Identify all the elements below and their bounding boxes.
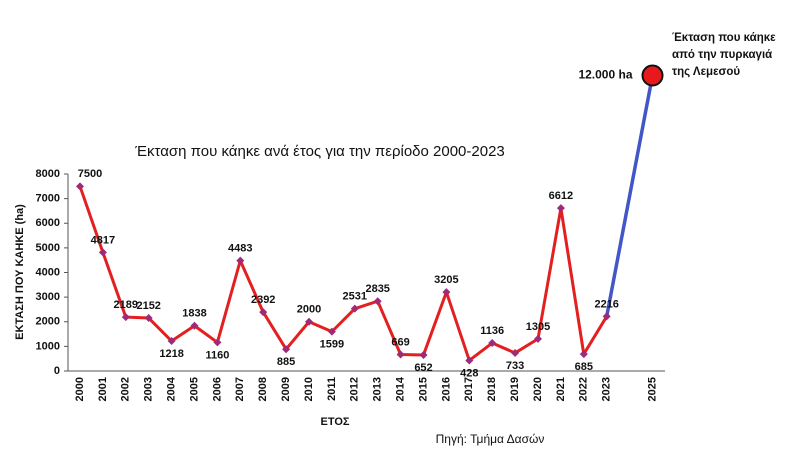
marker bbox=[350, 304, 359, 313]
data-label: 1218 bbox=[159, 348, 183, 360]
x-tick-label: 2001 bbox=[97, 377, 109, 401]
marker bbox=[144, 314, 153, 323]
x-tick-label: 2021 bbox=[555, 377, 567, 401]
x-tick-label: 2002 bbox=[120, 377, 132, 401]
x-tick-label: 2004 bbox=[166, 376, 178, 401]
marker bbox=[419, 350, 428, 359]
data-label: 2531 bbox=[343, 291, 367, 303]
x-tick-label: 2000 bbox=[74, 377, 86, 401]
marker bbox=[465, 356, 474, 365]
data-label: 3205 bbox=[434, 274, 458, 286]
marker bbox=[556, 204, 565, 213]
x-tick-label: 2020 bbox=[532, 377, 544, 401]
data-label: 885 bbox=[277, 356, 295, 368]
data-label: 1599 bbox=[320, 339, 344, 351]
marker bbox=[511, 348, 520, 357]
x-tick-label: 2014 bbox=[395, 376, 407, 401]
data-label: 733 bbox=[506, 360, 524, 372]
x-axis-label: ΕΤΟΣ bbox=[320, 416, 349, 428]
marker bbox=[534, 334, 542, 343]
x-tick-label: 2005 bbox=[188, 377, 200, 401]
marker bbox=[373, 297, 382, 306]
x-tick-label: 2010 bbox=[303, 377, 315, 401]
x-tick-label: 2011 bbox=[326, 377, 338, 401]
marker bbox=[282, 345, 291, 354]
marker bbox=[121, 313, 130, 322]
marker bbox=[327, 327, 336, 336]
data-label: 1136 bbox=[480, 325, 504, 337]
marker bbox=[76, 182, 84, 191]
data-label: 669 bbox=[391, 336, 409, 348]
marker bbox=[396, 350, 405, 359]
y-tick-label: 1000 bbox=[36, 340, 60, 352]
chart-title: Έκταση που κάηκε ανά έτος για την περίοδ… bbox=[134, 143, 505, 160]
x-tick-label: 2025 bbox=[646, 377, 658, 401]
data-label: 1305 bbox=[526, 321, 550, 333]
marker bbox=[190, 321, 199, 330]
x-tick-label: 2023 bbox=[601, 377, 613, 401]
x-tick-label: 2019 bbox=[509, 377, 521, 401]
marker bbox=[167, 337, 176, 346]
x-tick-label: 2022 bbox=[578, 377, 590, 401]
marker bbox=[488, 339, 497, 348]
y-tick-label: 5000 bbox=[36, 242, 60, 254]
x-tick-label: 2013 bbox=[372, 377, 384, 401]
data-label: 7500 bbox=[78, 168, 102, 180]
marker bbox=[236, 256, 245, 265]
line-series bbox=[78, 185, 608, 362]
highlight-value-label: 12.000 ha bbox=[578, 68, 632, 82]
data-label: 4817 bbox=[91, 234, 115, 246]
marker bbox=[259, 308, 268, 317]
marker bbox=[602, 312, 611, 321]
marker bbox=[213, 338, 222, 347]
highlight-point bbox=[641, 64, 664, 87]
y-tick-label: 7000 bbox=[36, 193, 60, 205]
marker bbox=[579, 350, 588, 359]
data-label: 685 bbox=[575, 361, 593, 373]
data-label: 428 bbox=[460, 367, 478, 379]
highlight-text: Έκταση που κάηκε bbox=[672, 32, 776, 44]
y-tick-label: 2000 bbox=[36, 316, 60, 328]
x-tick-label: 2006 bbox=[211, 377, 223, 401]
x-tick-label: 2016 bbox=[440, 377, 452, 401]
data-label: 2189 bbox=[114, 299, 138, 311]
source: Πηγή: Τμήμα Δασών bbox=[436, 432, 545, 446]
x-tick-label: 2003 bbox=[143, 377, 155, 401]
data-label: 2000 bbox=[297, 304, 321, 316]
x-tick-label: 2007 bbox=[234, 377, 246, 401]
data-label: 6612 bbox=[549, 190, 573, 202]
y-tick-label: 8000 bbox=[36, 168, 60, 180]
data-label: 2216 bbox=[594, 298, 618, 310]
data-label: 2392 bbox=[251, 294, 275, 306]
highlight-text: από την πυρκαγιά bbox=[672, 49, 772, 61]
highlight-connector bbox=[604, 75, 655, 317]
y-tick-label: 6000 bbox=[36, 217, 60, 229]
data-label: 1838 bbox=[182, 308, 206, 320]
x-tick-label: 2008 bbox=[257, 377, 269, 401]
x-tick-label: 2012 bbox=[349, 377, 361, 401]
x-tick-label: 2009 bbox=[280, 377, 292, 401]
highlight-text: της Λεμεσού bbox=[672, 66, 740, 78]
data-label: 652 bbox=[414, 362, 432, 374]
y-tick-label: 4000 bbox=[36, 266, 60, 278]
x-tick-label: 2018 bbox=[486, 377, 498, 401]
y-tick-label: 3000 bbox=[36, 291, 60, 303]
marker bbox=[98, 248, 107, 257]
y-axis-label: ΕΚΤΑΣΗ ΠΟΥ ΚΑΗΚΕ (ha) bbox=[14, 204, 26, 340]
x-tick-label: 2017 bbox=[463, 377, 475, 401]
x-tick-label: 2015 bbox=[417, 377, 429, 401]
data-label: 2152 bbox=[136, 300, 160, 312]
y-tick-label: 0 bbox=[54, 365, 60, 377]
marker bbox=[305, 317, 313, 326]
data-label: 4483 bbox=[228, 243, 252, 255]
marker bbox=[442, 288, 451, 297]
data-label: 2835 bbox=[365, 283, 389, 295]
data-label: 1160 bbox=[205, 349, 229, 361]
